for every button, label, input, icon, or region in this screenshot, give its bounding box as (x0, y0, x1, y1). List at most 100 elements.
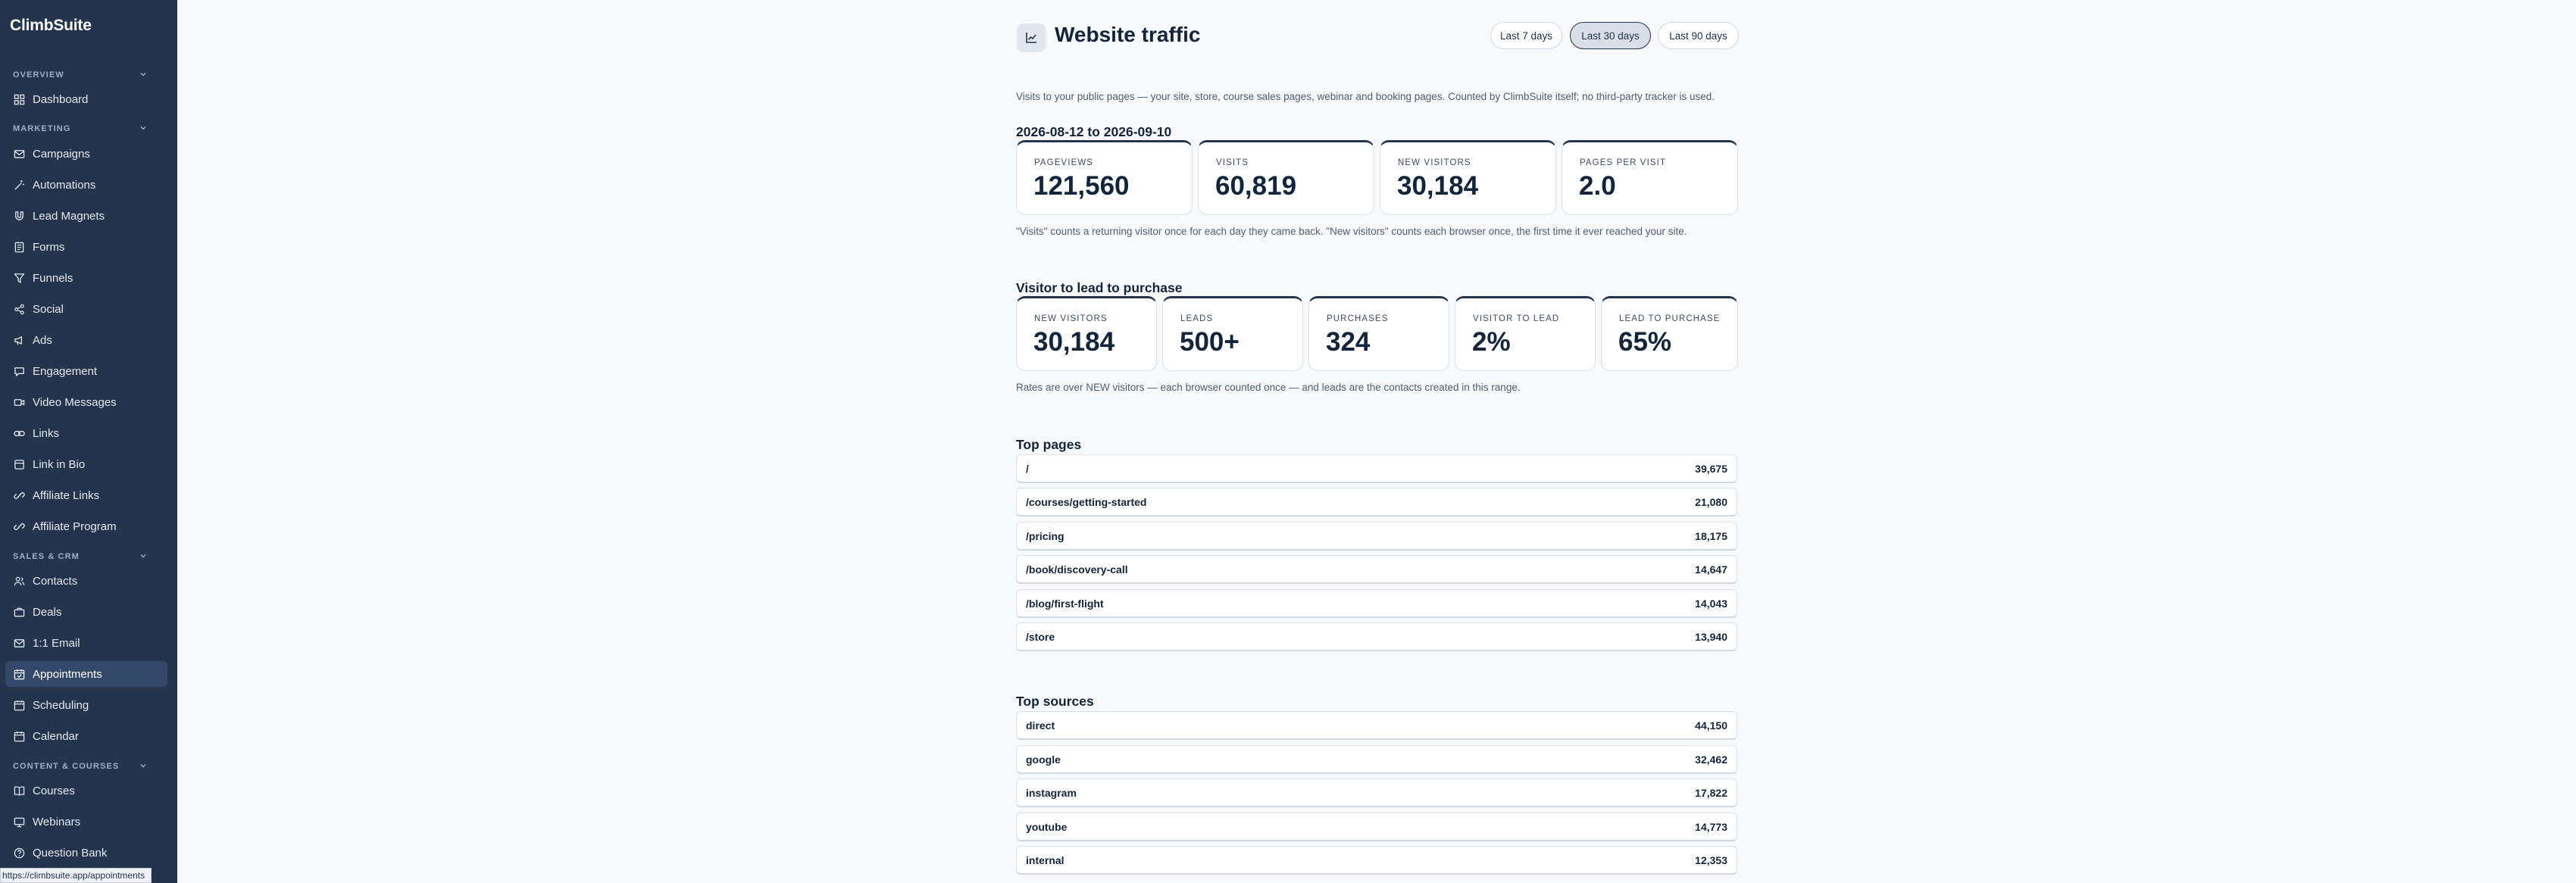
sidebar-item-dashboard[interactable]: Dashboard (5, 86, 167, 112)
chat-icon (14, 367, 24, 376)
source-count: 17,822 (1695, 787, 1727, 799)
funnel-note: Rates are over NEW visitors — each brows… (1016, 382, 1521, 393)
range-button-30-days[interactable]: Last 30 days (1570, 22, 1651, 49)
table-row: / 39,675 (1016, 454, 1737, 483)
sidebar-item-question-bank[interactable]: Question Bank (5, 840, 167, 866)
table-row: /courses/getting-started 21,080 (1016, 488, 1737, 516)
page-path: /book/discovery-call (1026, 563, 1128, 576)
stat-value: 500+ (1180, 327, 1240, 357)
sidebar-item-label: Appointments (33, 667, 102, 681)
sidebar-item-funnels[interactable]: Funnels (5, 265, 167, 291)
sidebar-item-scheduling[interactable]: Scheduling (5, 692, 167, 718)
page-path: /courses/getting-started (1026, 496, 1147, 508)
layout-icon (14, 459, 24, 470)
range-button-7-days[interactable]: Last 7 days (1490, 22, 1562, 49)
stat-label: VISITOR TO LEAD (1473, 314, 1560, 323)
top-sources-heading: Top sources (1016, 694, 1094, 709)
table-row: /book/discovery-call 14,647 (1016, 555, 1737, 584)
page-count: 14,043 (1695, 598, 1727, 610)
sidebar-item-automations[interactable]: Automations (5, 172, 167, 198)
source-name: google (1026, 754, 1061, 766)
sidebar-item-forms[interactable]: Forms (5, 234, 167, 260)
sidebar-item-affiliate-links[interactable]: Affiliate Links (5, 482, 167, 508)
stat-value: 60,819 (1215, 171, 1297, 201)
source-name: youtube (1026, 821, 1068, 833)
stat-value: 2% (1472, 327, 1511, 357)
sidebar-item-ads[interactable]: Ads (5, 327, 167, 353)
table-row: internal 12,353 (1016, 846, 1737, 875)
dashboard-icon (14, 94, 25, 105)
section-overview[interactable]: OVERVIEW (13, 70, 164, 80)
source-count: 44,150 (1695, 719, 1727, 732)
sidebar-item-webinars[interactable]: Webinars (5, 809, 167, 835)
stat-card-lead-to-purchase: LEAD TO PURCHASE 65% (1601, 296, 1738, 371)
section-sales[interactable]: SALES & CRM (13, 552, 164, 561)
sidebar: ClimbSuite OVERVIEW Dashboard MARKETING … (0, 0, 177, 883)
wand-icon (14, 179, 25, 190)
chevron-down-icon (140, 764, 146, 768)
section-marketing[interactable]: MARKETING (13, 124, 164, 133)
brand-logo[interactable]: ClimbSuite (10, 17, 92, 34)
section-marketing-label: MARKETING (13, 124, 71, 133)
sidebar-item-label: Webinars (33, 815, 81, 828)
chevron-down-icon (140, 126, 146, 130)
monitor-icon (14, 817, 25, 827)
page-count: 14,647 (1695, 563, 1727, 576)
stat-label: LEAD TO PURCHASE (1619, 314, 1721, 323)
calendar-icon (14, 700, 25, 710)
stat-card-funnel-new-visitors: NEW VISITORS 30,184 (1016, 296, 1157, 371)
sidebar-item-calendar[interactable]: Calendar (5, 723, 167, 749)
status-bar-url: https://climbsuite.app/appointments (0, 868, 152, 883)
range-button-90-days[interactable]: Last 90 days (1658, 22, 1739, 49)
sidebar-item-label: Contacts (33, 574, 78, 588)
table-row: /pricing 18,175 (1016, 522, 1737, 551)
page-count: 39,675 (1695, 463, 1727, 475)
chain-icon (14, 491, 25, 499)
sidebar-item-label: Scheduling (33, 698, 89, 712)
stat-card-visitor-to-lead: VISITOR TO LEAD 2% (1455, 296, 1596, 371)
stat-value: 121,560 (1033, 171, 1130, 201)
sidebar-item-label: Link in Bio (33, 457, 86, 471)
chevron-down-icon (140, 73, 146, 76)
table-row: youtube 14,773 (1016, 813, 1737, 841)
sidebar-item-label: Deals (33, 605, 62, 619)
sidebar-item-link-in-bio[interactable]: Link in Bio (5, 451, 167, 477)
stat-value: 2.0 (1579, 171, 1616, 201)
sidebar-item-campaigns[interactable]: Campaigns (5, 141, 167, 167)
source-count: 12,353 (1695, 854, 1727, 866)
sidebar-item-email[interactable]: 1:1 Email (5, 630, 167, 656)
magnet-icon (15, 211, 23, 220)
sidebar-item-label: Courses (33, 784, 75, 797)
sidebar-item-links[interactable]: Links (5, 420, 167, 446)
sidebar-item-label: Affiliate Program (33, 520, 117, 533)
briefcase-icon (14, 607, 25, 616)
sidebar-item-social[interactable]: Social (5, 296, 167, 322)
sidebar-item-appointments[interactable]: Appointments (5, 661, 167, 687)
stat-value: 30,184 (1397, 171, 1479, 201)
megaphone-icon (14, 335, 22, 345)
section-content-label: CONTENT & COURSES (13, 762, 120, 771)
sidebar-item-courses[interactable]: Courses (5, 778, 167, 803)
sidebar-item-video-messages[interactable]: Video Messages (5, 389, 167, 415)
page-path: /store (1026, 631, 1055, 643)
sidebar-item-affiliate-program[interactable]: Affiliate Program (5, 513, 167, 539)
sidebar-item-engagement[interactable]: Engagement (5, 358, 167, 384)
stat-value: 65% (1618, 327, 1672, 357)
date-range-heading: 2026-08-12 to 2026-09-10 (1016, 124, 1172, 139)
stat-label: NEW VISITORS (1398, 158, 1471, 167)
section-content[interactable]: CONTENT & COURSES (13, 762, 164, 771)
sidebar-item-lead-magnets[interactable]: Lead Magnets (5, 203, 167, 229)
chart-icon (1017, 23, 1046, 52)
sidebar-item-label: Automations (33, 178, 96, 192)
stat-card-purchases: PURCHASES 324 (1308, 296, 1449, 371)
source-count: 14,773 (1695, 821, 1727, 833)
stat-label: LEADS (1180, 314, 1214, 323)
stat-label: PAGEVIEWS (1034, 158, 1094, 167)
sidebar-item-deals[interactable]: Deals (5, 599, 167, 625)
funnel-heading: Visitor to lead to purchase (1016, 280, 1183, 295)
stat-card-pageviews: PAGEVIEWS 121,560 (1016, 140, 1193, 215)
sidebar-item-contacts[interactable]: Contacts (5, 568, 167, 594)
video-icon (14, 398, 25, 406)
table-row: direct 44,150 (1016, 711, 1737, 740)
table-row: google 32,462 (1016, 745, 1737, 774)
